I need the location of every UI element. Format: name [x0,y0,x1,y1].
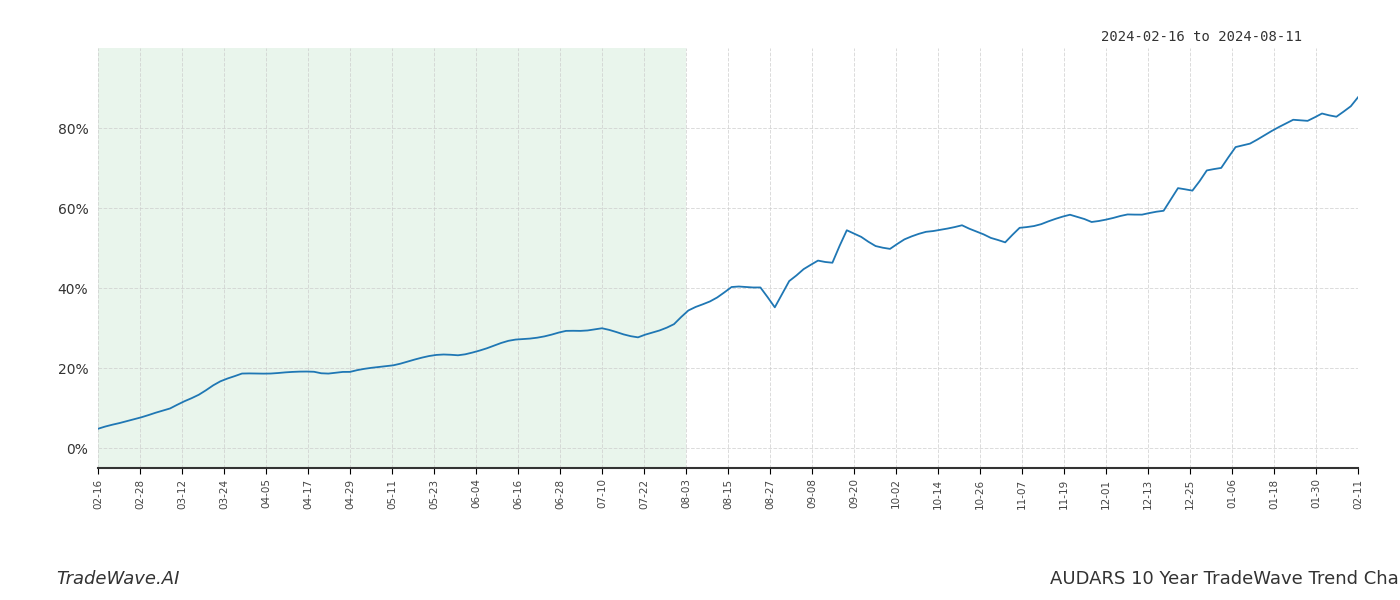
Text: 2024-02-16 to 2024-08-11: 2024-02-16 to 2024-08-11 [1100,30,1302,44]
Text: TradeWave.AI: TradeWave.AI [56,570,179,588]
Text: AUDARS 10 Year TradeWave Trend Chart: AUDARS 10 Year TradeWave Trend Chart [1050,570,1400,588]
Bar [98,48,686,468]
